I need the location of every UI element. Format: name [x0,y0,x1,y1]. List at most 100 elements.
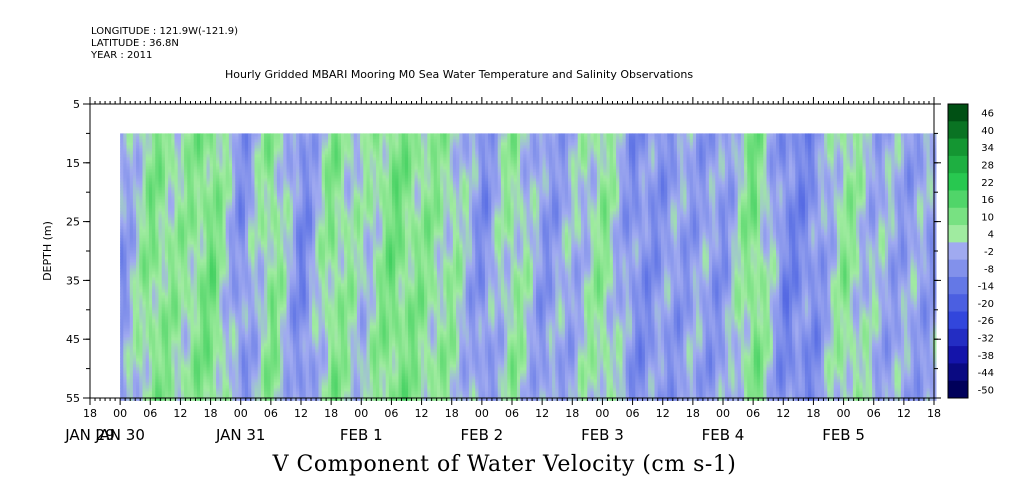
heatmap-cell [203,148,207,151]
heatmap-cell [251,241,255,244]
heatmap-cell [187,202,191,205]
heatmap-cell [171,235,175,238]
heatmap-cell [136,262,140,265]
heatmap-cell [120,373,124,376]
heatmap-cell [175,349,179,352]
heatmap-cell [232,367,236,370]
heatmap-cell [203,223,207,226]
heatmap-cell [203,274,207,277]
heatmap-cell [264,259,268,262]
heatmap-cell [207,187,211,190]
heatmap-cell [130,169,134,172]
heatmap-cell [283,139,287,142]
heatmap-cell [130,334,134,337]
heatmap-cell [171,151,175,154]
heatmap-cell [248,286,252,289]
heatmap-cell [245,262,249,265]
heatmap-cell [283,208,287,211]
heatmap-cell [181,322,185,325]
heatmap-cell [261,247,265,250]
heatmap-cell [219,349,223,352]
heatmap-cell [178,388,182,391]
heatmap-cell [223,292,227,295]
heatmap-cell [242,163,246,166]
heatmap-cell [152,316,156,319]
heatmap-cell [165,379,169,382]
heatmap-cell [159,271,163,274]
heatmap-cell [219,295,223,298]
heatmap-cell [296,319,300,322]
heatmap-cell [264,316,268,319]
heatmap-cell [255,139,259,142]
heatmap-cell [255,157,259,160]
heatmap-cell [258,160,262,163]
heatmap-cell [287,205,291,208]
heatmap-cell [136,190,140,193]
heatmap-cell [139,310,143,313]
heatmap-cell [143,211,147,214]
heatmap-cell [197,307,201,310]
heatmap-cell [219,328,223,331]
heatmap-cell [146,307,150,310]
heatmap-cell [283,259,287,262]
heatmap-cell [159,382,163,385]
heatmap-cell [146,250,150,253]
heatmap-cell [271,145,275,148]
heatmap-cell [216,166,220,169]
heatmap-cell [197,199,201,202]
heatmap-cell [223,226,227,229]
heatmap-cell [216,343,220,346]
heatmap-cell [274,322,278,325]
heatmap-cell [168,271,172,274]
heatmap-cell [229,190,233,193]
heatmap-cell [184,301,188,304]
heatmap-cell [219,265,223,268]
heatmap-cell [178,346,182,349]
heatmap-cell [267,208,271,211]
heatmap-cell [277,205,281,208]
heatmap-cell [264,157,268,160]
heatmap-cell [235,304,239,307]
heatmap-cell [287,169,291,172]
heatmap-cell [287,187,291,190]
heatmap-cell [255,379,259,382]
heatmap-cell [203,238,207,241]
heatmap-cell [239,133,243,136]
heatmap-cell [226,391,230,394]
heatmap-cell [248,169,252,172]
heatmap-cell [197,169,201,172]
heatmap-cell [239,367,243,370]
heatmap-cell [149,226,153,229]
heatmap-cell [248,160,252,163]
heatmap-cell [136,142,140,145]
heatmap-cell [165,382,169,385]
heatmap-cell [184,382,188,385]
heatmap-cell [271,316,275,319]
heatmap-cell [258,136,262,139]
heatmap-cell [277,370,281,373]
heatmap-cell [226,364,230,367]
heatmap-cell [267,370,271,373]
heatmap-cell [133,298,137,301]
heatmap-cell [229,160,233,163]
heatmap-cell [159,238,163,241]
heatmap-cell [207,193,211,196]
heatmap-cell [165,217,169,220]
heatmap-cell [229,394,233,397]
heatmap-cell [133,244,137,247]
heatmap-cell [296,217,300,220]
heatmap-cell [152,322,156,325]
heatmap-cell [251,139,255,142]
heatmap-cell [255,253,259,256]
heatmap-cell [264,271,268,274]
heatmap-cell [274,373,278,376]
heatmap-cell [181,196,185,199]
heatmap-cell [271,394,275,397]
heatmap-cell [277,151,281,154]
heatmap-cell [155,223,159,226]
heatmap-cell [139,235,143,238]
heatmap-cell [232,292,236,295]
heatmap-cell [171,292,175,295]
heatmap-cell [127,154,131,157]
heatmap-cell [267,172,271,175]
